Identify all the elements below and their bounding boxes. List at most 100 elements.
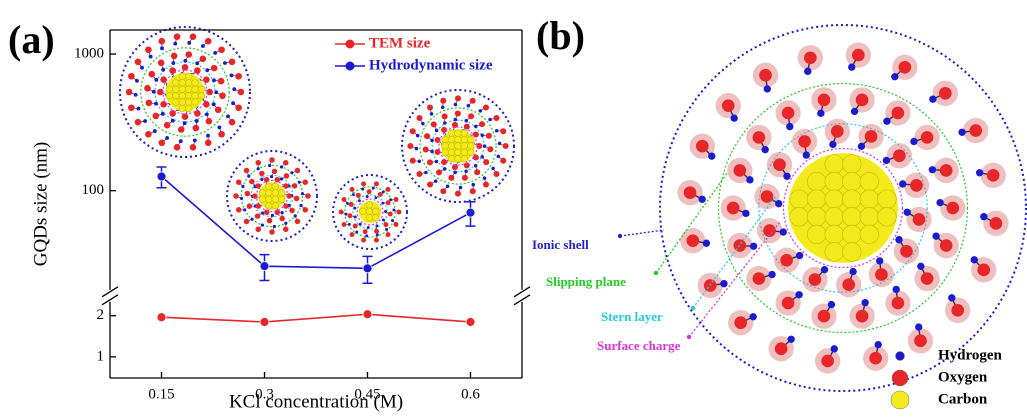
carbon-atom <box>179 86 186 93</box>
carbon-atom <box>878 207 897 226</box>
panel-label: (a) <box>8 17 55 62</box>
carbon-atom <box>842 190 861 209</box>
hydrogen <box>893 286 900 293</box>
hydrogen <box>389 198 392 201</box>
x-tick-label: 0.6 <box>461 386 480 402</box>
oxygen <box>182 113 189 120</box>
hydrogen <box>480 155 484 159</box>
oxygen <box>164 122 171 129</box>
hydrogen <box>270 175 273 178</box>
oxygen <box>128 104 135 111</box>
oxygen <box>407 143 413 149</box>
hydrogen <box>161 68 165 72</box>
hydrogen <box>764 85 771 92</box>
carbon-atom <box>842 172 861 191</box>
carbon-atom <box>842 207 861 226</box>
oxygen <box>289 208 295 214</box>
carbon-atom <box>860 172 879 191</box>
carbon-atom <box>448 136 455 143</box>
oxygen <box>455 110 461 116</box>
oxygen <box>249 179 255 185</box>
hydrogen <box>268 164 271 167</box>
hydrogen <box>361 188 364 191</box>
hydrogen <box>205 112 209 116</box>
carbon-atom <box>185 105 192 112</box>
carbon-atom <box>198 92 205 99</box>
oxygen <box>200 55 207 62</box>
hydrogen <box>443 121 447 125</box>
oxygen <box>893 149 906 162</box>
hydrogen <box>223 61 227 65</box>
oxygen <box>283 160 289 166</box>
carbon-atom <box>266 190 273 197</box>
hydrogen <box>137 107 141 111</box>
oxygen <box>218 131 225 138</box>
oxygen <box>910 179 923 192</box>
hydrogen <box>298 181 301 184</box>
hydrogen <box>135 79 139 83</box>
carbon-atom <box>173 92 180 99</box>
oxygen <box>474 169 480 175</box>
oxygen <box>892 107 905 120</box>
hydrogen <box>459 186 463 190</box>
oxygen <box>348 213 353 218</box>
oxygen <box>486 133 492 139</box>
hydrogen <box>917 263 924 270</box>
hydrogen <box>817 110 824 117</box>
carbon-atom <box>860 225 879 244</box>
carbon-atom <box>192 92 199 99</box>
oxygen <box>684 186 697 199</box>
callout-head <box>687 335 691 339</box>
oxygen <box>394 197 399 202</box>
oxygen <box>440 98 446 104</box>
oxygen <box>203 101 210 108</box>
oxygen <box>135 119 142 126</box>
data-point <box>466 208 475 217</box>
carbon-atom <box>166 92 173 99</box>
oxygen <box>295 219 301 225</box>
carbon-atom <box>185 86 192 93</box>
hydrogen <box>171 61 175 65</box>
hydrogen <box>424 171 428 175</box>
oxygen <box>284 173 290 179</box>
oxygen <box>126 89 133 96</box>
oxygen <box>977 264 990 277</box>
oxygen <box>921 272 934 285</box>
oxygen <box>267 218 273 224</box>
hydrogen <box>212 102 216 106</box>
oxygen <box>160 76 167 83</box>
oxygen <box>255 160 261 166</box>
oxygen <box>349 202 354 207</box>
callout-label: Slipping plane <box>546 274 626 289</box>
oxygen <box>386 187 391 192</box>
oxygen <box>782 297 795 310</box>
oxygen <box>914 334 927 347</box>
hydrogen <box>273 225 276 228</box>
hydrogen <box>153 129 157 133</box>
carbon-atom <box>266 202 273 209</box>
carbon-atom <box>825 225 844 244</box>
oxygen <box>686 234 699 247</box>
hydrogen <box>488 118 492 122</box>
legend-label: TEM size <box>369 35 431 51</box>
hydrogen <box>261 211 264 214</box>
oxygen <box>158 140 165 147</box>
oxygen <box>158 38 165 45</box>
hydrogen <box>803 151 810 158</box>
oxygen <box>831 125 844 138</box>
hydrogen <box>708 152 715 159</box>
oxygen <box>809 273 822 286</box>
oxygen <box>247 203 253 209</box>
hydrogen <box>720 280 727 287</box>
hydrogen <box>796 252 803 259</box>
data-point <box>260 262 269 271</box>
hydrogen <box>479 109 483 113</box>
oxygen <box>892 297 905 310</box>
carbon-atom <box>272 202 279 209</box>
hydrogen <box>376 224 379 227</box>
oxygen <box>272 169 278 175</box>
legend-label: Carbon <box>938 391 988 407</box>
hydrogen <box>251 218 254 221</box>
carbon-atom <box>192 80 199 87</box>
oxygen <box>987 169 1000 182</box>
